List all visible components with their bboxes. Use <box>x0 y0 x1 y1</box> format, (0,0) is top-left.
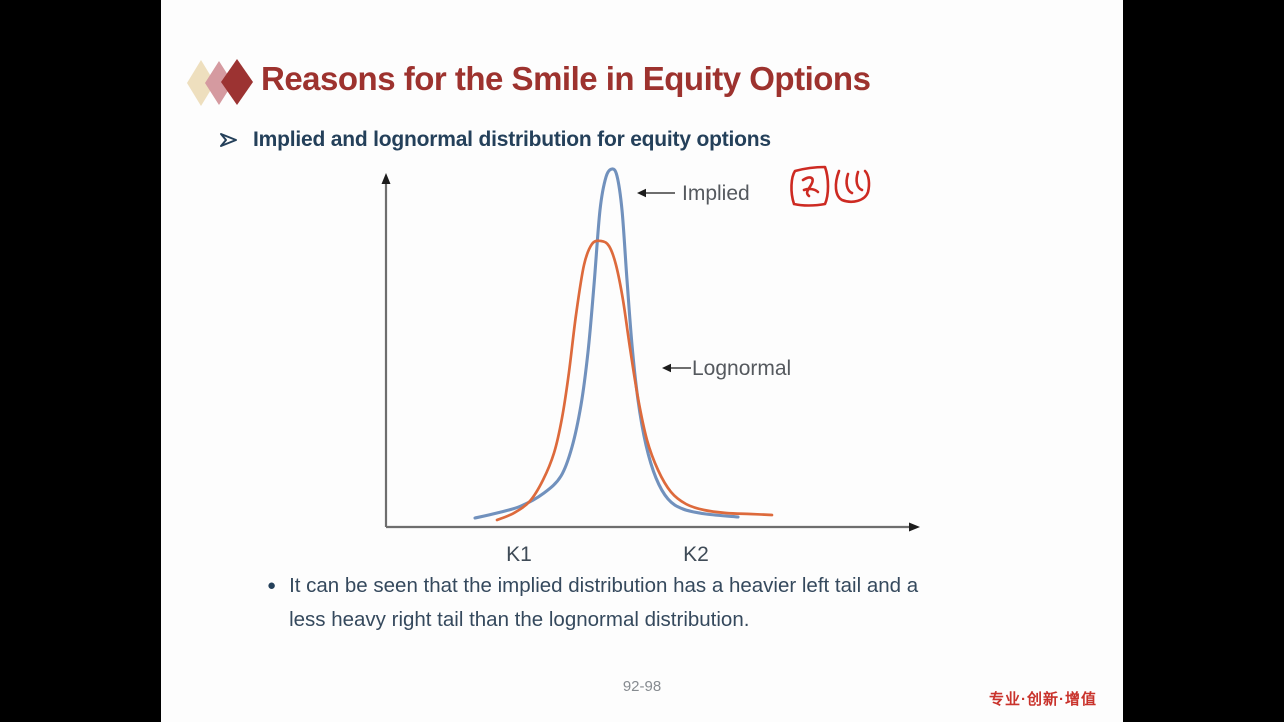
body-line-2: less heavy right tail than the lognormal… <box>289 608 750 631</box>
page-number: 92-98 <box>622 678 662 695</box>
implied-label: Implied <box>682 182 750 205</box>
body-line-1: It can be seen that the implied distribu… <box>289 574 919 597</box>
body-text: It can be seen that the implied distribu… <box>289 569 918 637</box>
curve-label-lognormal: Lognormal <box>662 357 791 380</box>
subtitle: Implied and lognormal distribution for e… <box>253 128 771 151</box>
lognormal-label: Lognormal <box>692 357 791 380</box>
lognormal-arrowhead-icon <box>662 363 671 373</box>
curve-label-implied: Implied <box>637 182 750 205</box>
presentation-slide: Reasons for the Smile in Equity Options … <box>161 0 1123 722</box>
distribution-chart: Implied Lognormal K1 K2 <box>381 165 920 566</box>
bullet-dot: ● <box>267 577 277 594</box>
page-title: Reasons for the Smile in Equity Options <box>261 60 871 97</box>
tick-k1: K1 <box>506 543 532 566</box>
handwritten-annotation <box>790 165 871 207</box>
density-curve-lognormal <box>495 239 774 522</box>
density-curve-implied <box>473 167 740 520</box>
arrow-bullet-icon <box>220 133 237 147</box>
letterbox-left <box>0 0 163 722</box>
x-axis-arrow-icon <box>909 522 920 532</box>
y-axis-arrow-icon <box>381 173 391 184</box>
title-diamonds-icon <box>187 59 253 106</box>
implied-arrowhead-icon <box>637 188 646 198</box>
footer-slogan: 专业·创新·增值 <box>989 691 1097 708</box>
letterbox-right <box>1123 0 1284 722</box>
tick-k2: K2 <box>683 543 709 566</box>
